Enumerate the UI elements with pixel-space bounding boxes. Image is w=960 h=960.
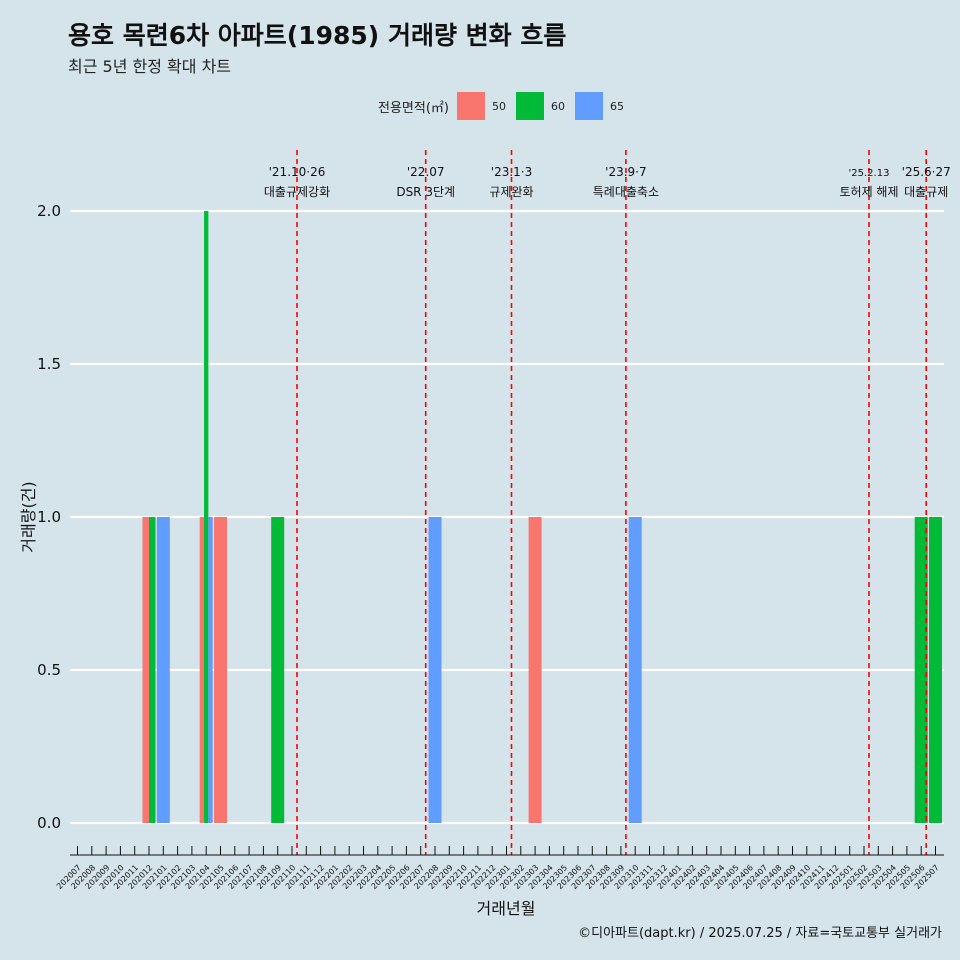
bar-202506-60 <box>914 517 928 823</box>
y-tick-label: 0.0 <box>37 814 61 832</box>
legend-key-65 <box>574 92 603 120</box>
legend-label-60: 60 <box>550 99 565 113</box>
bar-202109-60 <box>271 517 285 823</box>
footer-credit: ©디아파트(dapt.kr) / 2025.07.25 / 자료=국토교통부 실… <box>578 926 942 941</box>
event-date: '23.1·3 <box>491 165 532 179</box>
event-date: '22.07 <box>407 165 445 179</box>
bar-202104-60 <box>204 211 209 823</box>
event-date: '25.6·27 <box>902 165 951 179</box>
event-label: 규제완화 <box>489 185 533 199</box>
y-tick-label: 1.0 <box>37 508 61 526</box>
y-tick-label: 2.0 <box>37 202 61 220</box>
bar-202104-65 <box>208 517 213 823</box>
event-date: '21.10·26 <box>269 165 326 179</box>
event-label: 대출규제강화 <box>264 185 330 199</box>
bar-202012-50 <box>142 517 149 823</box>
event-label: 특례대출축소 <box>593 185 659 199</box>
bar-202507-60 <box>929 517 942 823</box>
event-label: 대출규제 <box>904 185 948 199</box>
bar-202310-65 <box>628 517 642 823</box>
x-axis-title: 거래년월 <box>477 899 536 918</box>
legend-label-65: 65 <box>609 99 624 113</box>
y-axis-title: 거래량(건) <box>19 481 38 552</box>
chart-title: 용호 목련6차 아파트(1985) 거래량 변화 흐름 <box>68 21 567 50</box>
event-label: DSR 3단계 <box>396 185 455 199</box>
chart-subtitle: 최근 5년 한정 확대 차트 <box>68 57 232 76</box>
bar-202208-65 <box>428 517 442 823</box>
y-tick-label: 1.5 <box>37 355 61 373</box>
event-layer: '21.10·26 대출규제강화 '22.07 DSR 3단계 '23.1·3 규제완화 '… <box>264 150 951 855</box>
event-label: 토허제 해제 <box>839 185 898 199</box>
legend-key-50 <box>456 92 485 120</box>
axis-layer: 0.00.51.01.52.02020072020082020092020102… <box>37 202 944 891</box>
bar-202105-50 <box>214 517 227 823</box>
bar-layer <box>142 211 942 823</box>
bar-202101-65 <box>156 517 170 823</box>
bar-202303-50 <box>528 517 542 823</box>
legend-key-60 <box>515 92 544 120</box>
legend: 전용면적(㎡) 50 60 65 <box>378 92 634 120</box>
y-tick-label: 0.5 <box>37 661 61 679</box>
bar-202012-60 <box>149 517 156 823</box>
legend-label-50: 50 <box>491 99 506 113</box>
event-date: '23.9·7 <box>605 165 646 179</box>
legend-title: 전용면적(㎡) <box>378 100 449 116</box>
bar-202104-50 <box>199 517 205 823</box>
event-date: '25.2.13 <box>849 168 890 179</box>
